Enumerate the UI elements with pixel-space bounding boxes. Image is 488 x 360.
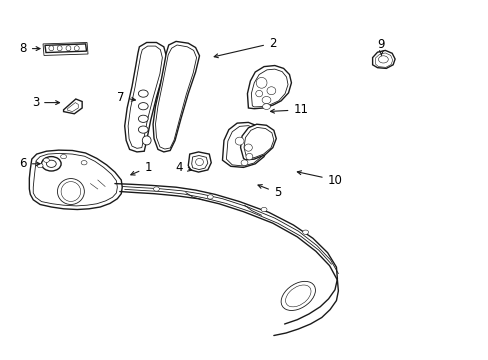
Circle shape [138,90,148,97]
Ellipse shape [235,137,244,145]
Polygon shape [45,44,86,53]
Text: 9: 9 [377,39,385,55]
Ellipse shape [285,285,310,307]
Ellipse shape [57,179,84,204]
Text: 4: 4 [176,161,191,174]
Circle shape [43,158,49,162]
Polygon shape [153,41,199,152]
Ellipse shape [256,77,266,88]
Text: 5: 5 [258,185,281,199]
Polygon shape [63,99,82,114]
Ellipse shape [262,96,270,104]
Ellipse shape [255,90,262,97]
Polygon shape [188,152,211,172]
Text: 11: 11 [270,103,308,116]
Polygon shape [60,159,68,168]
Text: 6: 6 [20,157,40,170]
Circle shape [37,163,43,168]
Ellipse shape [266,87,275,95]
Polygon shape [372,50,394,68]
Circle shape [81,161,87,165]
Circle shape [207,195,213,199]
Ellipse shape [281,282,315,310]
Polygon shape [240,124,276,160]
Ellipse shape [57,46,62,51]
Text: 2: 2 [214,37,276,58]
Ellipse shape [245,153,252,160]
Ellipse shape [241,160,247,166]
Text: 1: 1 [131,161,151,175]
Ellipse shape [142,136,151,145]
Circle shape [61,154,66,159]
Text: 8: 8 [20,42,40,55]
Circle shape [261,207,266,212]
Polygon shape [247,66,291,109]
Circle shape [41,157,61,171]
Circle shape [302,230,308,234]
Ellipse shape [66,46,71,51]
Ellipse shape [195,158,203,166]
Ellipse shape [49,46,54,51]
Circle shape [262,104,270,109]
Ellipse shape [74,46,79,51]
Polygon shape [124,42,166,152]
Text: 7: 7 [117,91,135,104]
Circle shape [138,126,148,133]
Circle shape [46,160,56,167]
Ellipse shape [61,181,81,201]
Polygon shape [29,150,122,210]
Circle shape [138,115,148,122]
Circle shape [378,56,387,63]
Text: 10: 10 [297,171,342,186]
Circle shape [153,187,159,191]
Text: 3: 3 [32,96,60,109]
Ellipse shape [244,144,252,151]
Polygon shape [222,122,267,167]
Circle shape [138,103,148,110]
